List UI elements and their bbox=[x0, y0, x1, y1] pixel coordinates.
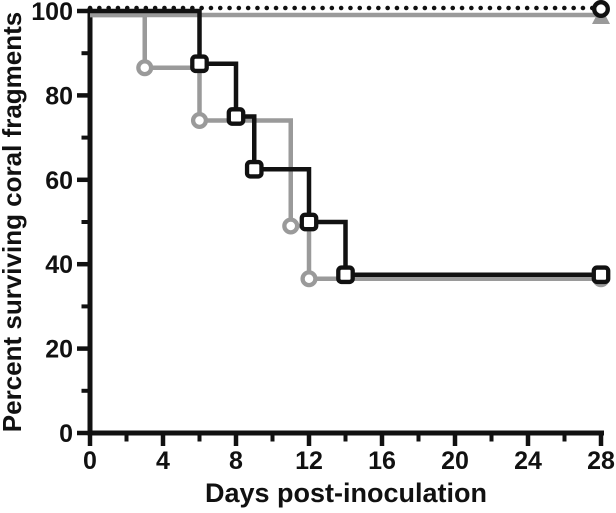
y-axis-title: Percent surviving coral fragments bbox=[0, 12, 27, 432]
x-tick-label: 24 bbox=[514, 447, 542, 475]
marker-open-circle-gray bbox=[282, 217, 300, 235]
x-tick-label: 20 bbox=[441, 447, 469, 475]
marker-layer bbox=[136, 0, 611, 288]
marker-open-square bbox=[190, 54, 209, 74]
y-tick-label: 0 bbox=[59, 420, 73, 448]
x-tick-label: 8 bbox=[229, 447, 243, 475]
x-tick-label: 12 bbox=[295, 447, 323, 475]
marker-open-square bbox=[226, 107, 246, 126]
marker-open-circle-black bbox=[592, 0, 610, 18]
marker-open-square bbox=[336, 265, 355, 285]
x-tick-label: 0 bbox=[83, 447, 97, 475]
x-tick-label: 4 bbox=[156, 447, 170, 475]
series-layer bbox=[87, 5, 604, 281]
y-tick-label: 80 bbox=[45, 82, 73, 110]
y-tick-label: 40 bbox=[45, 251, 73, 279]
axes-layer bbox=[77, 8, 604, 446]
x-tick-label: 28 bbox=[587, 447, 615, 475]
y-tick-label: 60 bbox=[45, 167, 73, 195]
marker-open-square bbox=[591, 265, 611, 285]
x-tick-label: 16 bbox=[368, 447, 396, 475]
y-tick-label: 20 bbox=[45, 336, 73, 364]
tick-label-layer: 0 4 8 12 16 20 24 28 0 20 40 60 80 100 bbox=[31, 0, 615, 475]
series-line-black-survival-steps bbox=[90, 8, 601, 277]
marker-open-circle-gray bbox=[300, 270, 318, 288]
marker-open-square bbox=[244, 159, 264, 179]
marker-open-square bbox=[299, 212, 319, 232]
marker-open-circle-gray bbox=[136, 59, 154, 77]
y-tick-label: 100 bbox=[31, 0, 73, 26]
marker-open-circle-gray bbox=[190, 111, 209, 130]
x-axis-title: Days post-inoculation bbox=[205, 478, 487, 508]
